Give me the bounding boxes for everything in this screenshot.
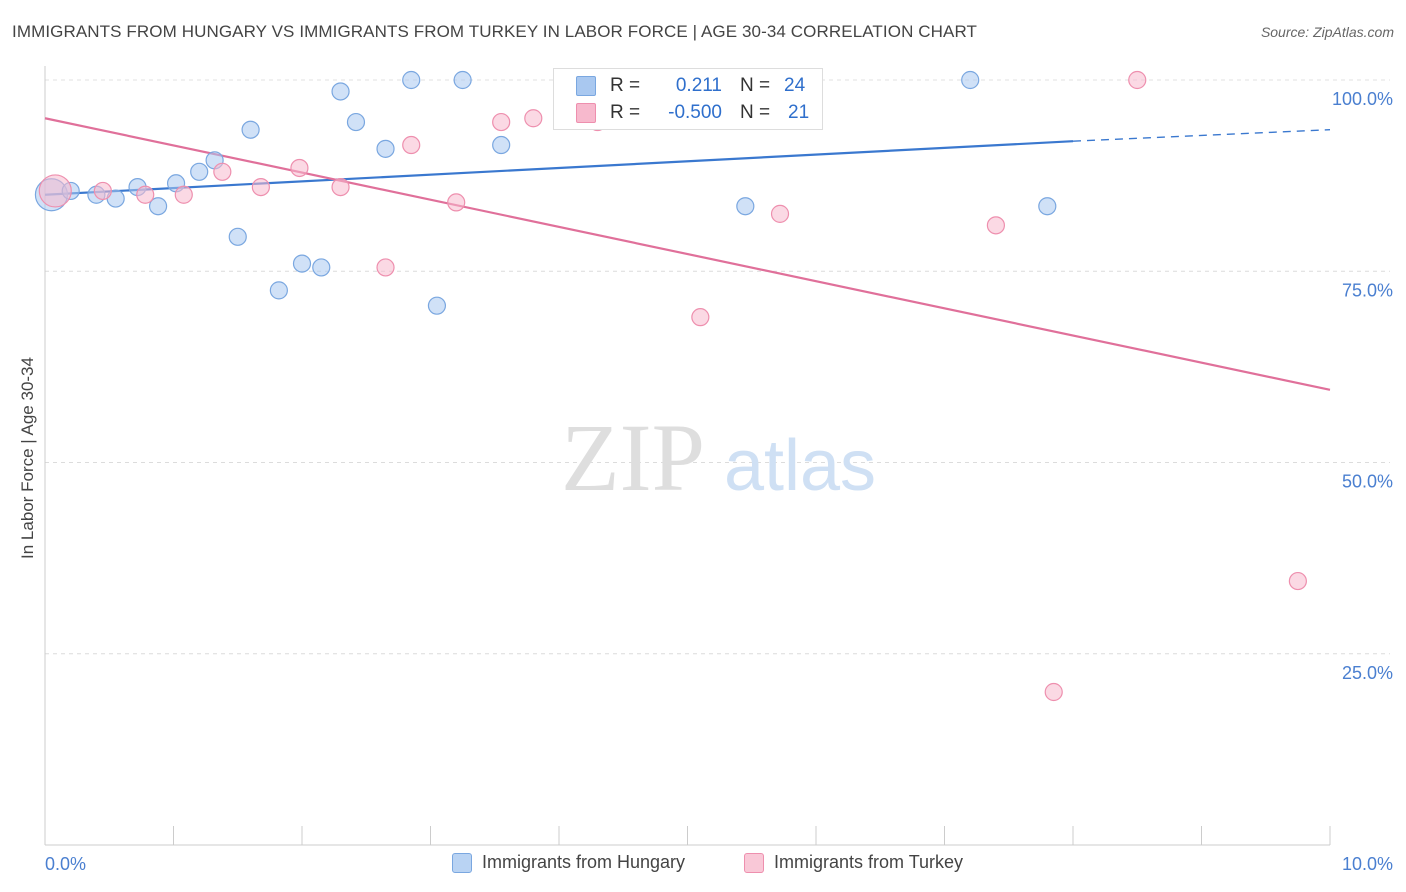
source-label: Source: ZipAtlas.com [1260,24,1394,40]
point-turkey [986,216,1006,235]
r-label: R = [610,75,641,96]
point-hungary [961,70,980,90]
point-turkey [38,174,72,208]
legend-item-turkey[interactable]: Immigrants from Turkey [744,852,963,873]
watermark-zip: ZIP [561,404,705,511]
watermark: ZIP atlas [561,404,876,511]
trend-lines [44,117,1331,391]
point-turkey [93,181,112,201]
trend-line-hungary-extension [1072,129,1331,142]
stat-row-hungary: R = 0.211 N = 24 [576,73,805,99]
point-turkey [447,193,466,212]
point-turkey [1288,571,1307,591]
legend: Immigrants from Hungary Immigrants from … [0,850,1406,880]
point-hungary [376,139,395,158]
tick-labels: 25.0% 50.0% 75.0% 100.0% 0.0% 10.0% [45,89,1393,874]
y-tick-label: 100.0% [1332,89,1393,109]
point-turkey [1128,70,1147,90]
legend-item-hungary[interactable]: Immigrants from Hungary [452,852,685,873]
point-hungary [269,281,288,300]
point-turkey [136,185,155,204]
stat-swatch-hungary [576,76,596,96]
watermark-atlas: atlas [724,426,876,506]
point-turkey [770,204,790,223]
point-hungary [228,227,247,246]
point-hungary [346,112,366,132]
y-tick-label: 25.0% [1342,663,1393,683]
point-hungary [148,197,168,216]
legend-label-turkey: Immigrants from Turkey [774,852,964,872]
y-axis-label-wrap: In Labor Force | Age 30-34 [18,357,38,559]
r-label: R = [610,102,641,123]
r-value: -0.500 [668,102,722,123]
point-turkey [174,185,193,204]
point-turkey [691,308,710,327]
point-hungary [190,162,209,181]
point-hungary [292,254,312,273]
x-tick-label: 0.0% [45,854,86,874]
r-value: 0.211 [675,75,722,96]
point-hungary [1038,197,1057,216]
point-hungary [402,70,421,90]
point-turkey [331,178,350,197]
chart-title: IMMIGRANTS FROM HUNGARY VS IMMIGRANTS FR… [12,22,978,41]
point-turkey [492,112,511,132]
point-hungary [331,82,350,101]
correlation-stats-box: R = 0.211 N = 24 R = -0.500 N = 21 [553,68,823,130]
legend-label-hungary: Immigrants from Hungary [482,852,686,872]
trend-line-hungary [44,140,1074,196]
trend-line-turkey [44,117,1331,391]
stat-row-turkey: R = -0.500 N = 21 [576,100,809,126]
point-turkey [524,109,543,128]
point-hungary [453,70,472,90]
point-turkey [1044,682,1063,702]
point-turkey [251,178,270,197]
n-value: 24 [784,75,806,96]
n-label: N = [740,75,771,96]
n-value: 21 [788,102,810,123]
point-hungary [427,296,447,315]
data-points [34,70,1307,702]
point-hungary [312,258,331,277]
y-tick-label: 50.0% [1342,472,1393,492]
point-turkey [376,258,395,277]
point-hungary [492,135,511,155]
legend-swatch-hungary [452,852,472,873]
point-turkey [290,158,309,178]
point-hungary [736,197,755,216]
point-turkey [213,162,232,181]
point-turkey [402,135,421,155]
stat-swatch-turkey [576,103,596,123]
grid-lines [45,79,1390,655]
y-axis-label: In Labor Force | Age 30-34 [18,357,37,559]
legend-swatch-turkey [744,852,764,873]
n-label: N = [740,102,771,123]
point-hungary [241,120,260,139]
x-tick-label: 10.0% [1342,854,1393,874]
y-tick-label: 75.0% [1342,280,1393,300]
